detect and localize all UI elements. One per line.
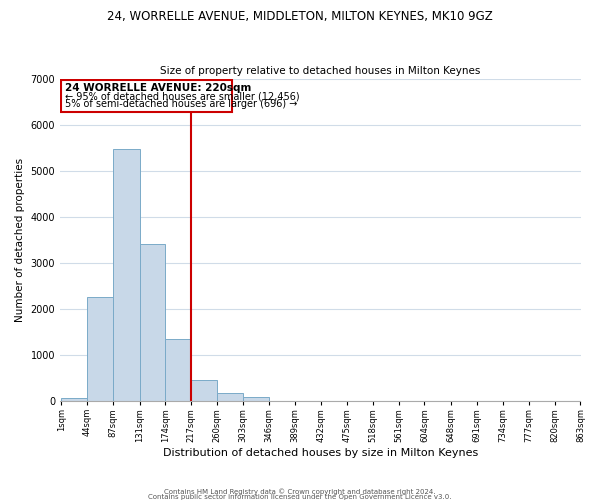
Title: Size of property relative to detached houses in Milton Keynes: Size of property relative to detached ho… xyxy=(160,66,481,76)
Y-axis label: Number of detached properties: Number of detached properties xyxy=(15,158,25,322)
Bar xyxy=(87,296,113,401)
Text: ← 95% of detached houses are smaller (12,456): ← 95% of detached houses are smaller (12… xyxy=(65,91,299,101)
FancyBboxPatch shape xyxy=(61,80,232,112)
Bar xyxy=(113,150,140,401)
Text: 5% of semi-detached houses are larger (696) →: 5% of semi-detached houses are larger (6… xyxy=(65,99,297,109)
Text: 24, WORRELLE AVENUE, MIDDLETON, MILTON KEYNES, MK10 9GZ: 24, WORRELLE AVENUE, MIDDLETON, MILTON K… xyxy=(107,10,493,23)
Bar xyxy=(166,339,191,401)
Bar xyxy=(61,398,87,401)
X-axis label: Distribution of detached houses by size in Milton Keynes: Distribution of detached houses by size … xyxy=(163,448,478,458)
Text: 24 WORRELLE AVENUE: 220sqm: 24 WORRELLE AVENUE: 220sqm xyxy=(65,82,251,92)
Bar xyxy=(191,380,217,401)
Text: Contains public sector information licensed under the Open Government Licence v3: Contains public sector information licen… xyxy=(148,494,452,500)
Bar xyxy=(217,393,243,401)
Bar xyxy=(140,244,166,401)
Text: Contains HM Land Registry data © Crown copyright and database right 2024.: Contains HM Land Registry data © Crown c… xyxy=(164,488,436,495)
Bar xyxy=(243,397,269,401)
